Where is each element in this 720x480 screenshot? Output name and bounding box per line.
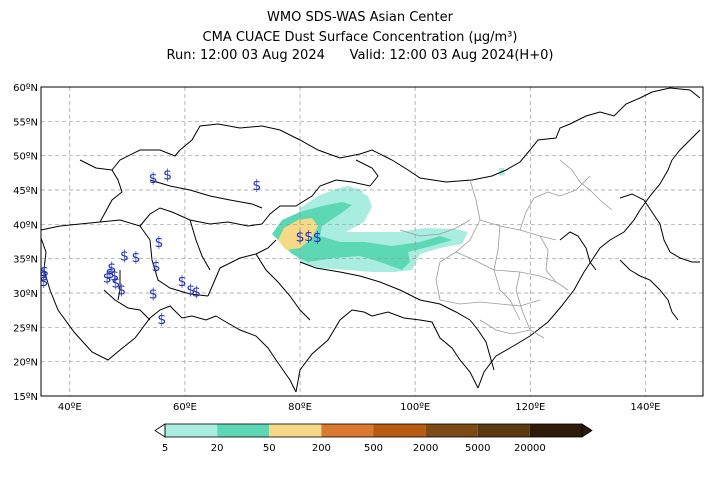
lat-tick-label: 60ºN bbox=[13, 83, 38, 94]
lon-tick-label: 120ºE bbox=[515, 402, 545, 413]
lat-tick-label: 35ºN bbox=[13, 255, 38, 266]
station-symbol: $ bbox=[186, 282, 195, 298]
station-symbol: $ bbox=[39, 269, 48, 285]
colorbar: 5 20 50 200 500 2000 5000 20000 bbox=[154, 423, 593, 454]
station-symbol: $ bbox=[178, 274, 187, 290]
colorbar-label: 2000 bbox=[413, 443, 438, 454]
run-time: Run: 12:00 03 Aug 2024 bbox=[166, 48, 325, 63]
colorbar-low-arrow bbox=[154, 423, 166, 438]
colorbar-label: 50 bbox=[263, 443, 276, 454]
colorbar-segment bbox=[269, 424, 322, 437]
colorbar-label: 5000 bbox=[465, 443, 490, 454]
station-symbol: $ bbox=[152, 259, 161, 275]
colorbar-label: 500 bbox=[364, 443, 383, 454]
station-symbol: $ bbox=[111, 276, 120, 292]
station-symbol: $ bbox=[107, 260, 116, 276]
colorbar-segment bbox=[321, 424, 374, 437]
station-symbol: $ bbox=[120, 249, 129, 265]
valid-time: Valid: 12:00 03 Aug 2024(H+0) bbox=[349, 48, 554, 63]
station-symbol: $ bbox=[110, 269, 119, 285]
province-borders bbox=[399, 159, 613, 339]
station-symbol: $ bbox=[103, 271, 112, 287]
lat-tick-label: 25ºN bbox=[13, 323, 38, 334]
map-plot-area: $$$ $$$$$$$ $$$$$$$$$$ $$ $ $ bbox=[39, 87, 703, 396]
colorbar-high-arrow bbox=[581, 423, 593, 438]
dust-area-high bbox=[278, 218, 318, 250]
map-axes: 40ºE 60ºE 80ºE 100ºE 120ºE 140ºE 60ºN 55ºN 50ºN 4… bbox=[13, 83, 660, 413]
lat-tick-label: 45ºN bbox=[13, 186, 38, 197]
lon-tick-label: 100ºE bbox=[400, 402, 430, 413]
station-symbol: $ bbox=[106, 266, 115, 282]
station-symbol: $ bbox=[39, 274, 48, 290]
title-line-1: WMO SDS-WAS Asian Center bbox=[267, 10, 453, 25]
colorbar-label: 20 bbox=[211, 443, 224, 454]
station-symbol: $ bbox=[149, 171, 158, 187]
lat-tick-label: 20ºN bbox=[13, 358, 38, 369]
station-symbol: $ bbox=[132, 250, 141, 266]
colorbar-label: 200 bbox=[312, 443, 331, 454]
colorbar-label: 20000 bbox=[514, 443, 546, 454]
lon-tick-label: 80ºE bbox=[288, 402, 312, 413]
title-line-3: Run: 12:00 03 Aug 2024 Valid: 12:00 03 A… bbox=[0, 48, 720, 64]
station-symbols: $$$ $$$$$$$ $$$$$$$$$$ $$ $ $ bbox=[39, 168, 322, 328]
lat-tick-label: 15ºN bbox=[13, 392, 38, 403]
colorbar-segment bbox=[425, 424, 478, 437]
station-symbol: $ bbox=[252, 178, 261, 194]
station-symbol: $ bbox=[40, 264, 49, 280]
coastlines-borders bbox=[41, 87, 701, 393]
dust-area-medium bbox=[272, 202, 452, 270]
colorbar-label: 5 bbox=[162, 443, 168, 454]
station-symbol: $ bbox=[192, 284, 201, 300]
station-symbol: $ bbox=[157, 312, 166, 328]
colorbar-segment bbox=[529, 424, 582, 437]
station-symbol: $ bbox=[117, 282, 126, 298]
station-symbol: $ bbox=[149, 286, 158, 302]
station-symbol: $ bbox=[304, 229, 313, 245]
map-frame bbox=[40, 86, 704, 397]
station-symbol: $ bbox=[155, 235, 164, 251]
title-line-2: CMA CUACE Dust Surface Concentration (μg… bbox=[202, 30, 518, 45]
lon-tick-label: 60ºE bbox=[173, 402, 197, 413]
colorbar-segment bbox=[217, 424, 270, 437]
map-grid bbox=[41, 87, 703, 396]
station-symbol: $ bbox=[296, 230, 305, 246]
station-symbol: $ bbox=[313, 230, 322, 246]
lon-tick-label: 140ºE bbox=[630, 402, 660, 413]
lat-tick-label: 40ºN bbox=[13, 220, 38, 231]
lat-tick-label: 55ºN bbox=[13, 117, 38, 128]
lat-tick-label: 50ºN bbox=[13, 152, 38, 163]
colorbar-frame bbox=[164, 423, 583, 438]
lon-tick-label: 40ºE bbox=[58, 402, 82, 413]
colorbar-segment bbox=[165, 424, 218, 437]
lat-tick-label: 30ºN bbox=[13, 289, 38, 300]
station-symbol: $ bbox=[163, 168, 172, 184]
colorbar-segment bbox=[477, 424, 530, 437]
colorbar-segment bbox=[373, 424, 426, 437]
